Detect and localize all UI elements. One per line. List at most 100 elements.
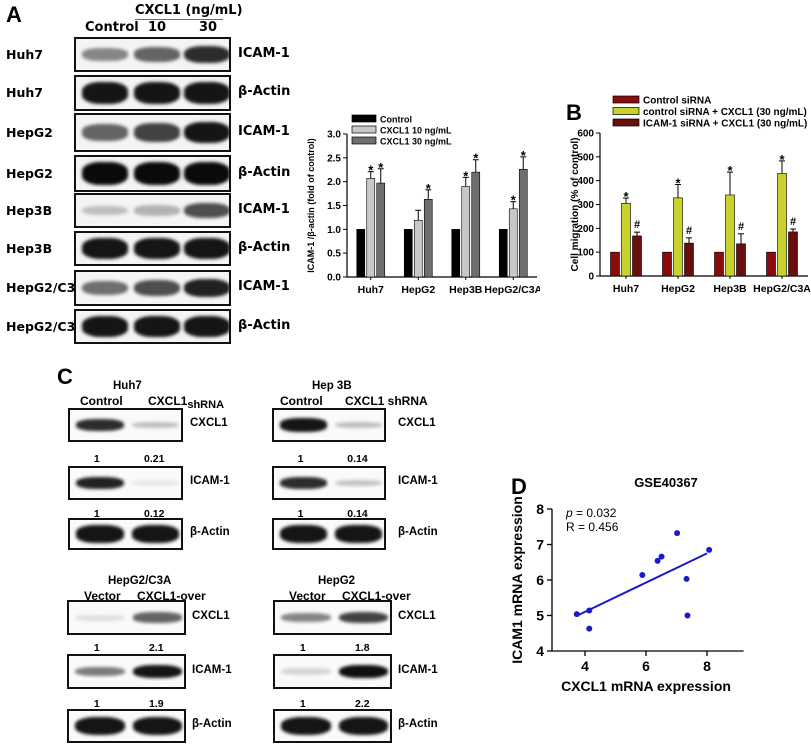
quant-value-control: 1 xyxy=(297,508,304,520)
blot-target-label: β-Actin xyxy=(238,164,291,180)
blot-col-treatment: CXCL1 shRNA xyxy=(345,394,428,408)
blot-band xyxy=(131,480,179,486)
blot-band xyxy=(82,205,128,216)
blot-band xyxy=(82,316,128,337)
blot-target-label: ICAM-1 xyxy=(398,663,438,676)
blot-cell-line-label: Huh7 xyxy=(6,46,43,62)
blot-cell-line-title: HepG2 xyxy=(318,575,356,587)
blot-band xyxy=(134,82,180,104)
svg-text:2.5: 2.5 xyxy=(327,153,341,164)
blot-band xyxy=(75,716,125,736)
blot-band xyxy=(75,614,125,621)
svg-text:Huh7: Huh7 xyxy=(358,284,384,296)
shrna-subscript: shRNA xyxy=(187,399,225,411)
blot-image xyxy=(67,654,186,689)
blot-target-label: β-Actin xyxy=(398,718,438,730)
svg-text:8: 8 xyxy=(703,658,711,674)
blot-band xyxy=(134,123,180,142)
svg-text:*: * xyxy=(521,148,527,163)
blot-band xyxy=(184,202,229,219)
svg-text:*: * xyxy=(368,163,374,178)
svg-text:*: * xyxy=(675,175,681,190)
blot-band xyxy=(132,612,182,623)
svg-text:control siRNA + CXCL1 (30 ng/m: control siRNA + CXCL1 (30 ng/mL) xyxy=(643,107,807,118)
svg-text:HepG2: HepG2 xyxy=(401,284,435,296)
blot-band xyxy=(184,316,229,337)
blot-band xyxy=(184,82,229,104)
blot-target-label: CXCL1 xyxy=(398,417,436,429)
blot-band xyxy=(134,162,180,185)
svg-text:#: # xyxy=(738,221,744,233)
quant-value-treatment: 0.21 xyxy=(144,453,165,465)
blot-cell-line-label: HepG2 xyxy=(6,124,53,140)
panel-d-letter: D xyxy=(511,474,527,499)
svg-text:HepG2: HepG2 xyxy=(661,283,695,295)
quant-value-treatment: 1.9 xyxy=(148,698,164,710)
svg-text:*: * xyxy=(463,168,469,183)
svg-text:Huh7: Huh7 xyxy=(613,283,639,295)
svg-text:Hep3B: Hep3B xyxy=(713,283,747,295)
svg-text:ICAM-1 /β-actin (fold of contr: ICAM-1 /β-actin (fold of control) xyxy=(306,138,316,272)
quant-value-treatment: 0.14 xyxy=(347,508,368,520)
blot-band xyxy=(131,525,179,543)
quant-value-control: 1 xyxy=(93,698,100,710)
svg-text:0.0: 0.0 xyxy=(327,273,341,284)
blot-target-label: β-Actin xyxy=(238,84,291,99)
svg-text:*: * xyxy=(426,181,432,196)
svg-text:CXCL1 30 ng/mL: CXCL1 30 ng/mL xyxy=(380,137,452,147)
svg-text:Cell migration (% of control): Cell migration (% of control) xyxy=(570,138,581,272)
blot-image xyxy=(273,600,392,635)
blot-target-label: CXCL1 xyxy=(190,417,228,429)
svg-text:#: # xyxy=(686,225,692,237)
blot-cell-line-title: Huh7 xyxy=(113,380,142,392)
blot-band xyxy=(280,476,327,490)
svg-text:Hep3B: Hep3B xyxy=(449,284,483,296)
svg-text:#: # xyxy=(790,216,796,228)
blot-target-label: β-Actin xyxy=(398,526,438,538)
svg-text:600: 600 xyxy=(577,129,594,140)
svg-text:4: 4 xyxy=(581,658,589,674)
blot-band xyxy=(82,124,128,141)
blot-image xyxy=(74,75,231,111)
blot-cell-line-label: Hep3B xyxy=(6,202,53,218)
svg-text:HepG2/C3A: HepG2/C3A xyxy=(484,284,540,296)
blot-target-label: ICAM-1 xyxy=(238,279,290,294)
svg-text:ICAM-1 siRNA + CXCL1 (30 ng/mL: ICAM-1 siRNA + CXCL1 (30 ng/mL) xyxy=(643,119,807,130)
quant-value-control: 1 xyxy=(93,508,100,520)
quant-value-treatment: 2.2 xyxy=(354,698,370,710)
blot-target-label: ICAM-1 xyxy=(398,475,438,487)
blot-band xyxy=(82,48,128,61)
svg-text:0.5: 0.5 xyxy=(327,249,341,260)
quant-value-control: 1 xyxy=(297,453,304,465)
svg-text:5: 5 xyxy=(536,608,544,624)
blot-band xyxy=(281,668,331,675)
blot-image xyxy=(272,466,386,500)
blot-band xyxy=(338,664,388,679)
blot-band xyxy=(76,418,124,432)
blot-image xyxy=(74,37,231,72)
blot-target-label: ICAM-1 xyxy=(238,45,290,61)
blot-target-label: β-Actin xyxy=(192,718,232,730)
svg-text:Control: Control xyxy=(380,115,412,125)
blot-cell-line-label: Huh7 xyxy=(6,85,43,100)
blot-band xyxy=(134,238,180,259)
svg-text:0: 0 xyxy=(588,272,594,283)
svg-text:8: 8 xyxy=(536,501,544,517)
panel-a-letter: A xyxy=(6,2,22,27)
blot-band xyxy=(131,421,179,429)
blot-image xyxy=(74,155,231,192)
blot-cell-line-label: HepG2/C3A xyxy=(6,280,85,295)
quant-value-treatment: 1.8 xyxy=(354,642,370,654)
svg-text:HepG2/C3A: HepG2/C3A xyxy=(753,283,811,295)
blot-image xyxy=(67,709,186,743)
svg-text:*: * xyxy=(779,152,785,167)
svg-text:7: 7 xyxy=(536,537,544,553)
blot-target-label: CXCL1 xyxy=(192,609,230,622)
blot-cell-line-label: HepG2 xyxy=(6,165,53,181)
blot-target-label: ICAM-1 xyxy=(190,475,230,487)
blot-band xyxy=(134,279,180,297)
blot-cell-line-label: Hep3B xyxy=(6,240,53,256)
blot-cell-line-title: Hep 3B xyxy=(312,380,352,392)
panel-a-treatment-header: CXCL1 (ng/mL) xyxy=(135,3,243,18)
blot-image xyxy=(273,654,392,689)
